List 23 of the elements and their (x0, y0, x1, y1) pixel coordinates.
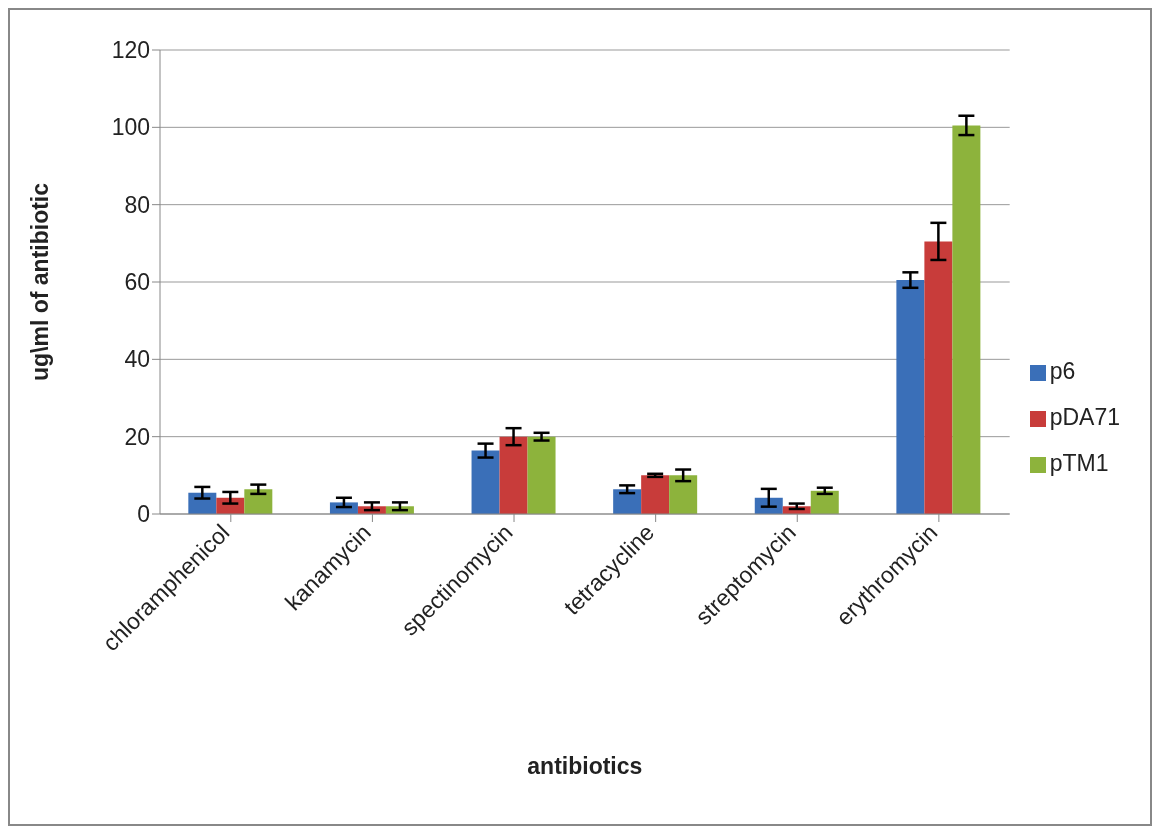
bar (471, 450, 500, 514)
bar (810, 490, 839, 514)
bar (924, 241, 953, 514)
legend-label: p6 (1049, 358, 1076, 384)
y-tick-label: 0 (137, 501, 150, 528)
y-tick-label: 80 (124, 191, 150, 218)
y-tick-label: 100 (111, 114, 150, 141)
y-tick-label: 40 (124, 346, 150, 373)
bar (613, 489, 642, 514)
bar (641, 475, 670, 514)
bar (527, 436, 556, 514)
bar (669, 475, 698, 514)
legend-label: pTM1 (1049, 450, 1109, 476)
x-axis-title: antibiotics (527, 753, 643, 779)
y-tick-label: 120 (111, 37, 150, 64)
bar (896, 280, 925, 514)
bar (952, 125, 981, 514)
y-tick-label: 60 (124, 269, 150, 296)
y-tick-label: 20 (124, 423, 150, 450)
y-axis-title: ug\ml of antibiotic (27, 182, 54, 382)
bar (244, 489, 273, 514)
bar (499, 436, 528, 514)
legend-label: pDA71 (1049, 404, 1120, 430)
